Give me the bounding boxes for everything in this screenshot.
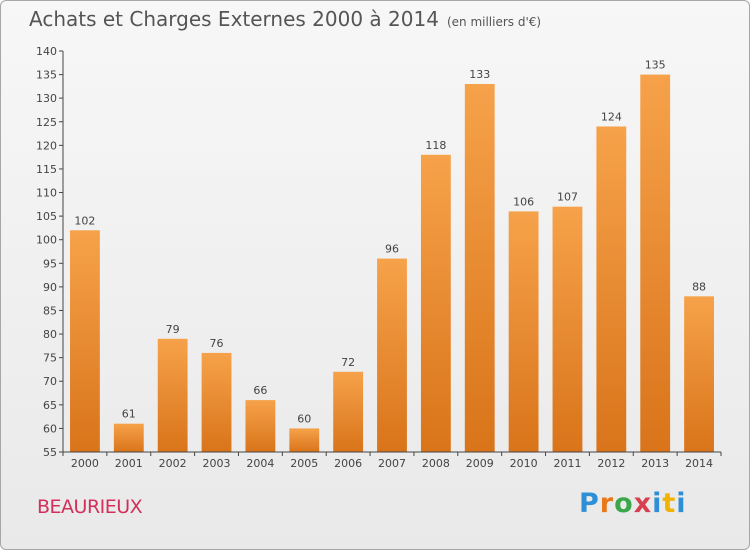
y-tick-label: 70 <box>43 375 57 388</box>
bar-value-label: 135 <box>645 59 666 72</box>
bar-value-label: 76 <box>210 337 224 350</box>
y-tick-label: 130 <box>36 92 57 105</box>
bar <box>289 428 320 452</box>
x-tick-label: 2009 <box>466 457 494 470</box>
bar-value-label: 79 <box>166 323 180 336</box>
logo-letter: P <box>579 488 600 519</box>
y-tick-label: 125 <box>36 116 57 129</box>
y-tick-label: 75 <box>43 352 57 365</box>
bar-value-label: 107 <box>557 191 578 204</box>
y-tick-label: 140 <box>36 45 57 58</box>
x-tick-label: 2007 <box>378 457 406 470</box>
y-axis: 55 60 65 70 75 80 85 90 95 100 105 110 115 120 125 130 1… <box>36 45 64 459</box>
logo-letter: i <box>676 488 687 519</box>
bar-value-label: 102 <box>74 214 95 227</box>
bar <box>70 230 100 452</box>
y-tick-label: 120 <box>36 139 57 152</box>
bar <box>508 211 539 452</box>
bars-group: 102 61 79 76 66 60 72 96 118 133 106 107 124 135 88 <box>70 59 714 453</box>
logo-letter: t <box>662 488 677 519</box>
x-tick-label: 2011 <box>553 457 581 470</box>
bar-value-label: 133 <box>469 68 490 81</box>
y-tick-label: 55 <box>43 446 57 459</box>
bar <box>157 338 188 452</box>
bar <box>201 352 232 452</box>
bar-value-label: 66 <box>253 384 267 397</box>
bar <box>640 74 671 453</box>
bar-value-label: 124 <box>601 110 622 123</box>
x-tick-label: 2010 <box>510 457 538 470</box>
bar <box>377 258 407 452</box>
x-tick-label: 2006 <box>334 457 362 470</box>
bar-value-label: 96 <box>385 243 399 256</box>
x-tick-label: 2003 <box>203 457 231 470</box>
x-tick-label: 2014 <box>685 457 713 470</box>
logo-letter: o <box>614 488 634 519</box>
chart-title-text: Achats et Charges Externes 2000 à 2014 <box>29 7 439 31</box>
x-tick-label: 2001 <box>115 457 143 470</box>
y-tick-label: 105 <box>36 210 57 223</box>
logo-letter: i <box>652 488 663 519</box>
bar <box>113 423 144 452</box>
bar <box>552 206 583 452</box>
x-tick-label: 2002 <box>159 457 187 470</box>
place-name: BEAURIEUX <box>37 496 143 518</box>
y-tick-label: 85 <box>43 304 57 317</box>
bar-value-label: 106 <box>513 195 534 208</box>
y-tick-label: 135 <box>36 69 57 82</box>
logo-letter: r <box>599 488 615 519</box>
x-axis: 2000 2001 2002 2003 2004 2005 2006 2007 2008 2009… <box>62 451 722 470</box>
y-tick-label: 110 <box>36 187 57 200</box>
logo-letter: x <box>633 488 653 519</box>
bar <box>420 154 451 452</box>
x-tick-label: 2012 <box>597 457 625 470</box>
bar <box>333 371 364 452</box>
x-tick-label: 2005 <box>290 457 318 470</box>
bar-value-label: 118 <box>425 139 446 152</box>
bar <box>684 296 714 452</box>
bar-value-label: 60 <box>297 412 311 425</box>
y-tick-label: 115 <box>36 163 57 176</box>
x-tick-label: 2000 <box>71 457 99 470</box>
bar-value-label: 88 <box>692 280 706 293</box>
y-tick-label: 90 <box>43 281 57 294</box>
bar <box>245 400 276 452</box>
bar <box>596 126 627 452</box>
y-tick-label: 65 <box>43 399 57 412</box>
y-tick-label: 60 <box>43 422 57 435</box>
y-tick-label: 100 <box>36 234 57 247</box>
bar <box>464 84 495 452</box>
y-tick-label: 80 <box>43 328 57 341</box>
x-tick-label: 2013 <box>641 457 669 470</box>
chart-title: Achats et Charges Externes 2000 à 2014 (e… <box>29 7 541 31</box>
y-tick-label: 95 <box>43 257 57 270</box>
proxiti-logo: Proxiti <box>579 488 687 519</box>
x-tick-label: 2008 <box>422 457 450 470</box>
chart-subtitle: (en milliers d'€) <box>446 15 542 29</box>
x-tick-label: 2004 <box>246 457 274 470</box>
bar-value-label: 72 <box>341 356 355 369</box>
bar-value-label: 61 <box>122 408 136 421</box>
